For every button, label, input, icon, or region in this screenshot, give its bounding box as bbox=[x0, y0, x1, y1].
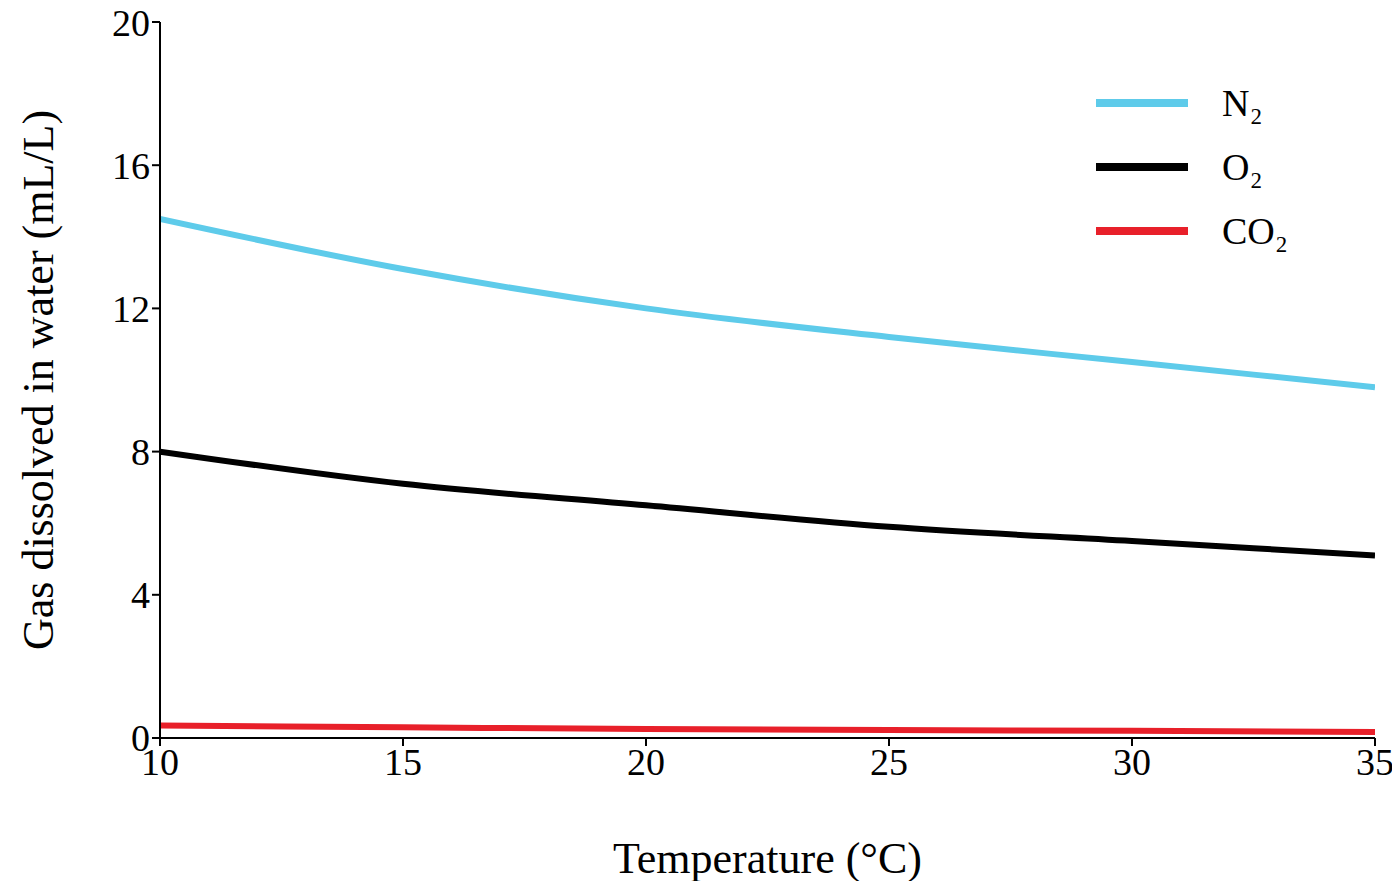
svg-text:10: 10 bbox=[141, 741, 179, 783]
svg-text:25: 25 bbox=[870, 741, 908, 783]
svg-text:0: 0 bbox=[131, 717, 150, 759]
svg-text:35: 35 bbox=[1356, 741, 1392, 783]
svg-text:30: 30 bbox=[1113, 741, 1151, 783]
svg-text:12: 12 bbox=[112, 288, 150, 330]
svg-text:20: 20 bbox=[112, 8, 150, 43]
svg-text:20: 20 bbox=[627, 741, 665, 783]
svg-text:Gas dissolved in water (mL/L): Gas dissolved in water (mL/L) bbox=[14, 110, 63, 650]
html-text:CO₂: CO₂ bbox=[1222, 210, 1288, 252]
svg-text:Temperature (°C): Temperature (°C) bbox=[613, 834, 922, 881]
svg-text:8: 8 bbox=[131, 431, 150, 473]
svg-text:15: 15 bbox=[384, 741, 422, 783]
svg-text:16: 16 bbox=[112, 145, 150, 187]
html-text:O₂: O₂ bbox=[1222, 146, 1263, 188]
html-text:N₂: N₂ bbox=[1222, 82, 1263, 124]
svg-text:4: 4 bbox=[131, 574, 150, 616]
